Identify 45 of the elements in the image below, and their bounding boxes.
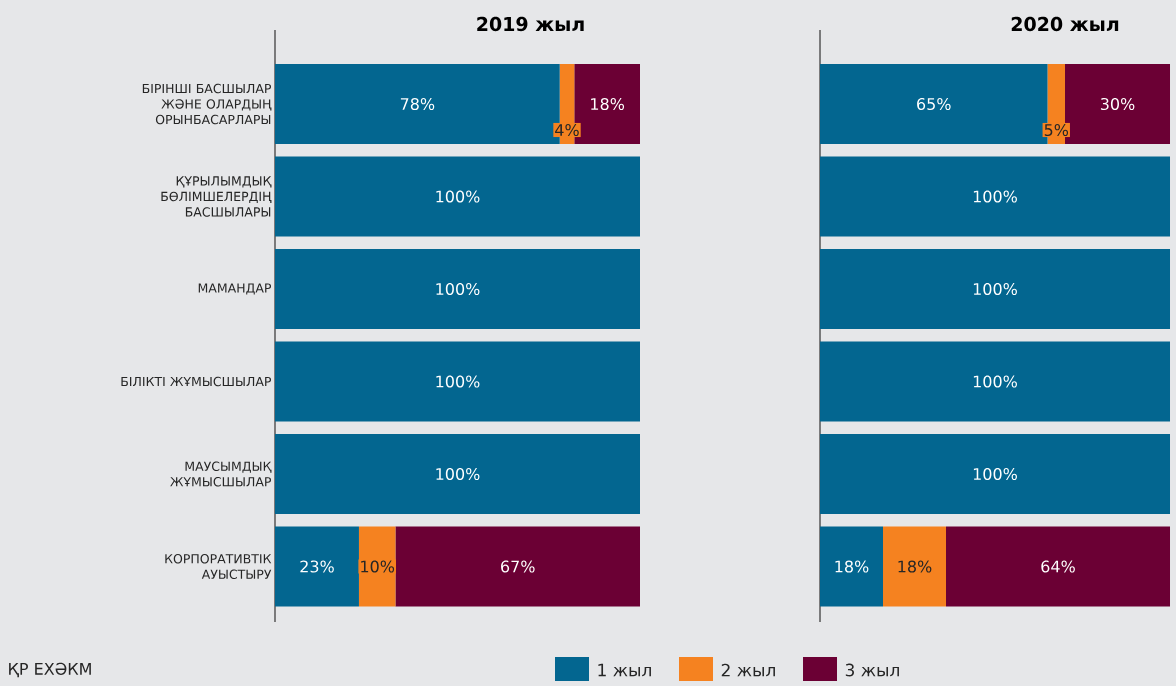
bar	[883, 526, 947, 607]
y-tick-label: КОРПОРАТИВТІК АУЫСТЫРУ	[165, 554, 272, 579]
data-label: 18%	[898, 560, 932, 573]
y-tick-label: БІРІНШІ БАСШЫЛАР ЖӘНЕ ОЛАРДЫҢ ОРЫНБАСАРЛАРЫ	[142, 83, 272, 125]
data-label: 4%	[555, 123, 579, 137]
bar	[946, 526, 1171, 607]
data-label: 78%	[400, 97, 435, 111]
data-label: 100%	[973, 282, 1017, 296]
data-label: 18%	[835, 560, 869, 573]
data-label: 100%	[436, 375, 480, 388]
bar	[820, 434, 1171, 515]
y-tick-label: МАУСЫМДЫҚ ЖҰМЫСШЫЛАР	[170, 461, 272, 487]
legend-label: 2 жыл	[721, 663, 775, 677]
data-label: 100%	[973, 467, 1017, 481]
bar	[820, 249, 1171, 330]
y-tick-label: ҚҰРЫЛЫМДЫҚ БӨЛІМШЕЛЕРДІҢ БАСШЫЛАРЫ	[161, 176, 272, 217]
data-label: 100%	[436, 282, 480, 296]
y-tick-label: МАМАНДАР	[198, 283, 272, 295]
text: ҚР ЕХӘКМ	[9, 662, 91, 678]
bar	[820, 156, 1171, 237]
data-label: 100%	[973, 190, 1017, 203]
bar	[820, 526, 884, 607]
y-tick-label: БІЛІКТІ ЖҰМЫСШЫЛАР	[121, 376, 272, 387]
chart-title: 2020 жыл	[1011, 16, 1119, 32]
data-label: 65%	[917, 97, 951, 111]
data-label: 18%	[591, 97, 625, 111]
data-label: 30%	[1100, 97, 1135, 111]
bar	[275, 341, 640, 422]
bar	[275, 526, 359, 607]
legend-label: 1 жыл	[598, 663, 651, 677]
data-label: 64%	[1041, 560, 1075, 573]
data-label: 5%	[1044, 123, 1069, 137]
bar	[395, 526, 640, 607]
bar	[275, 156, 640, 237]
bar	[275, 434, 640, 515]
data-label: 67%	[501, 560, 535, 573]
chart-title: 2019 жыл	[477, 16, 584, 32]
bar	[275, 249, 640, 330]
data-label: 10%	[361, 560, 395, 573]
legend-label: 3 жыл	[845, 663, 899, 677]
data-label: 23%	[300, 560, 334, 573]
data-label: 100%	[436, 190, 480, 203]
data-label: 100%	[436, 467, 480, 481]
data-label: 100%	[973, 375, 1017, 388]
bar	[820, 341, 1171, 422]
